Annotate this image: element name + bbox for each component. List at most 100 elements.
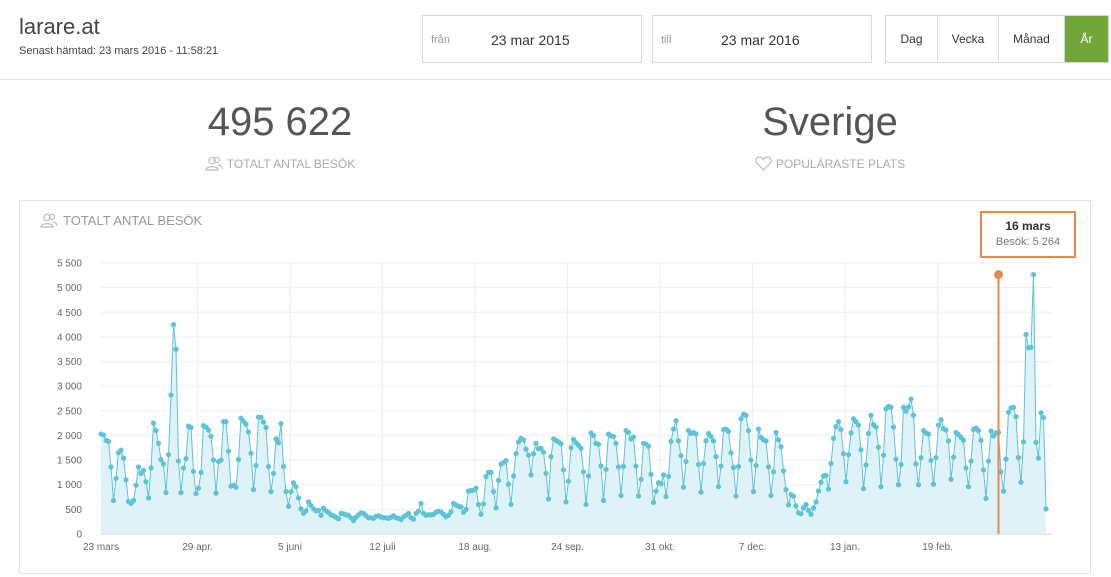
chart-title: TOTALT ANTAL BESÖK [40,213,202,228]
visits-chart[interactable]: 0 500 1 000 1 500 2 000 2 500 3 000 3 500 4 000 4… [20,201,1092,575]
data-point [273,436,279,442]
data-point [735,463,742,470]
data-point [168,392,174,398]
tooltip-value: Besök: 5 264 [995,236,1061,248]
data-point [933,455,939,461]
data-point [130,497,137,504]
data-point [1028,344,1034,350]
data-point [755,426,762,432]
data-point [863,462,869,468]
data-point [458,504,464,510]
data-point [510,473,517,479]
chart-tooltip: 16 mars Besök: 5 264 [980,211,1076,258]
data-point [615,464,622,470]
data-point [245,429,252,435]
data-point [508,501,514,508]
data-point [158,457,164,463]
data-point [680,484,687,490]
data-point [193,491,199,497]
data-point [223,419,229,425]
data-point [668,438,674,444]
data-point [625,429,632,436]
period-year-button[interactable]: År [1065,16,1108,62]
data-point [218,457,224,463]
period-day-button[interactable]: Dag [886,16,938,62]
data-point [710,438,717,444]
data-point [770,469,777,475]
data-point [825,486,832,492]
data-point [295,495,302,501]
data-point [545,496,552,502]
data-point [768,492,774,499]
data-point [938,417,944,423]
data-point [888,404,894,410]
data-point [520,437,527,443]
data-point [718,463,724,469]
date-to-field[interactable]: till 23 mar 2016 [652,15,872,63]
data-point [738,416,744,422]
period-week-button[interactable]: Vecka [938,16,999,62]
data-point [903,408,909,414]
data-point [998,469,1004,475]
data-point [278,421,284,427]
data-point [918,455,924,461]
data-point [1003,456,1009,462]
y-tick-label: 2 500 [57,406,82,417]
data-point [618,492,624,499]
period-month-button[interactable]: Månad [999,16,1065,62]
data-point [590,432,597,439]
data-point [198,469,204,476]
data-point [483,473,489,479]
data-point [155,440,162,446]
data-point [190,468,197,475]
x-tick-label: 23 mars [83,542,119,553]
data-point [925,431,932,437]
data-point [463,506,469,512]
users-icon [205,156,223,171]
data-point [1043,506,1049,512]
y-tick-label: 2 000 [57,431,82,442]
data-point [823,472,829,478]
data-point [948,476,954,482]
data-point [978,437,984,443]
data-point [968,458,974,464]
data-point [935,422,942,428]
header-bar: larare.at Senast hämtad: 23 mars 2016 - … [0,0,1111,80]
y-tick-label: 4 500 [57,308,82,319]
data-point [678,453,684,459]
data-point [830,435,837,442]
data-point [798,511,804,517]
data-point [613,440,619,446]
data-point [638,476,644,482]
data-point [1033,439,1039,445]
x-tick-label: 19 feb. [922,542,953,553]
data-point [528,472,534,478]
data-point [620,463,627,470]
date-to-value: 23 mar 2016 [721,32,800,48]
data-point [1010,404,1017,410]
data-point [753,462,759,469]
data-point [530,451,537,457]
data-point [478,511,484,517]
data-point [930,481,937,487]
data-point [630,434,637,440]
data-point [855,422,862,428]
data-point [773,429,779,436]
data-point [763,438,769,444]
date-from-field[interactable]: från 23 mar 2015 [422,15,642,63]
data-point [915,482,922,488]
data-point [303,508,309,514]
data-point [210,457,217,463]
data-point [175,458,182,464]
highlight-point [994,270,1003,280]
data-point [410,516,417,522]
data-point [988,428,994,434]
data-point [730,464,737,471]
data-point [750,489,757,495]
data-point [783,487,789,493]
y-tick-label: 500 [65,505,82,516]
data-point [493,505,499,511]
data-point [653,488,659,494]
data-point [665,473,672,479]
data-point [843,479,849,485]
